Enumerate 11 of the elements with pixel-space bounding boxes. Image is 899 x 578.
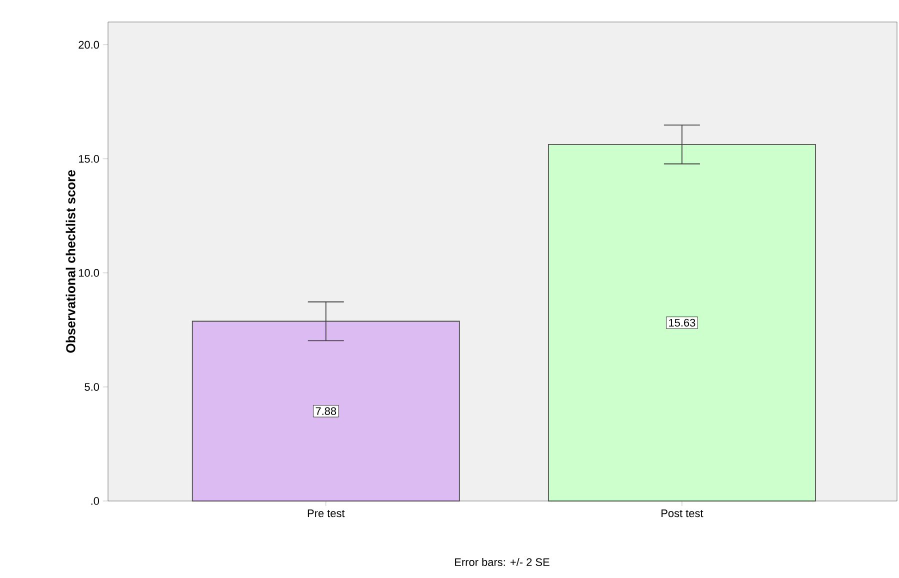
y-tick-label: 10.0 <box>78 269 100 277</box>
y-axis-title: Observational checklist score <box>66 170 76 353</box>
y-tick-label: .0 <box>91 497 100 505</box>
text: Error bars: +/- 2 SE <box>455 558 550 566</box>
y-tick-label: 20.0 <box>78 40 100 49</box>
y-tick-label: 15.0 <box>78 154 100 163</box>
x-tick-label: Pre test <box>308 510 345 518</box>
data-label: 15.63 <box>669 318 696 327</box>
y-tick-label: 5.0 <box>84 383 100 391</box>
data-label: 7.88 <box>316 407 336 416</box>
x-tick-label: Post test <box>662 510 704 518</box>
